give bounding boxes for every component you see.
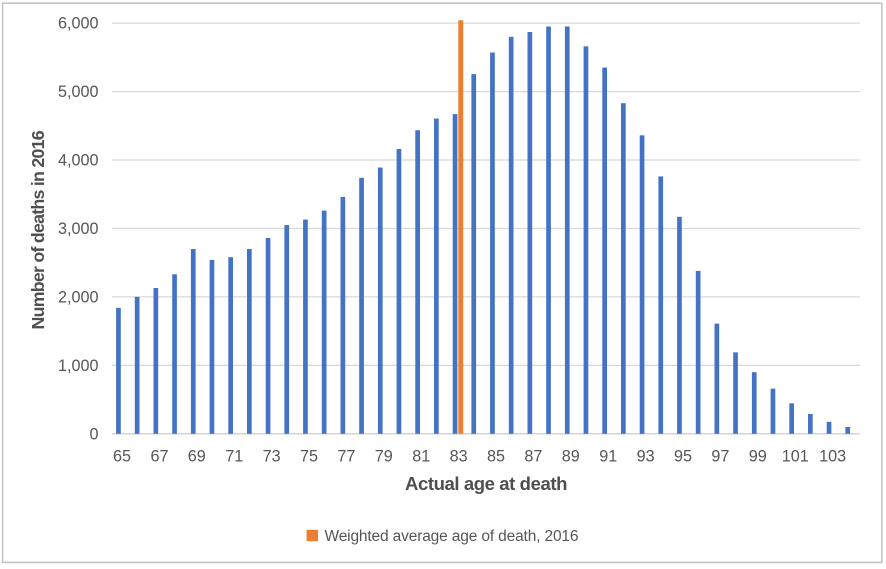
- svg-text:6,000: 6,000: [58, 15, 99, 33]
- svg-text:99: 99: [749, 447, 767, 465]
- svg-text:79: 79: [375, 447, 393, 465]
- svg-text:95: 95: [674, 447, 692, 465]
- svg-text:91: 91: [599, 447, 617, 465]
- svg-text:85: 85: [487, 447, 505, 465]
- svg-text:77: 77: [337, 447, 355, 465]
- svg-text:103: 103: [819, 447, 846, 465]
- svg-text:3,000: 3,000: [58, 220, 99, 238]
- svg-text:75: 75: [300, 447, 318, 465]
- svg-text:101: 101: [782, 447, 809, 465]
- svg-text:5,000: 5,000: [58, 83, 99, 101]
- svg-text:67: 67: [150, 447, 168, 465]
- svg-text:2,000: 2,000: [58, 288, 99, 306]
- svg-text:Actual age at death: Actual age at death: [405, 473, 567, 494]
- svg-text:87: 87: [524, 447, 542, 465]
- svg-text:89: 89: [562, 447, 580, 465]
- svg-text:Number of deaths in 2016: Number of deaths in 2016: [28, 130, 48, 329]
- svg-text:73: 73: [263, 447, 281, 465]
- svg-text:4,000: 4,000: [58, 152, 99, 170]
- svg-text:69: 69: [188, 447, 206, 465]
- svg-text:81: 81: [412, 447, 430, 465]
- svg-text:0: 0: [89, 425, 98, 443]
- svg-text:71: 71: [225, 447, 243, 465]
- svg-text:1,000: 1,000: [58, 357, 99, 375]
- svg-text:83: 83: [450, 447, 468, 465]
- svg-text:93: 93: [637, 447, 655, 465]
- svg-text:65: 65: [113, 447, 131, 465]
- svg-text:97: 97: [711, 447, 729, 465]
- svg-text:Weighted average age of death,: Weighted average age of death, 2016: [325, 528, 579, 545]
